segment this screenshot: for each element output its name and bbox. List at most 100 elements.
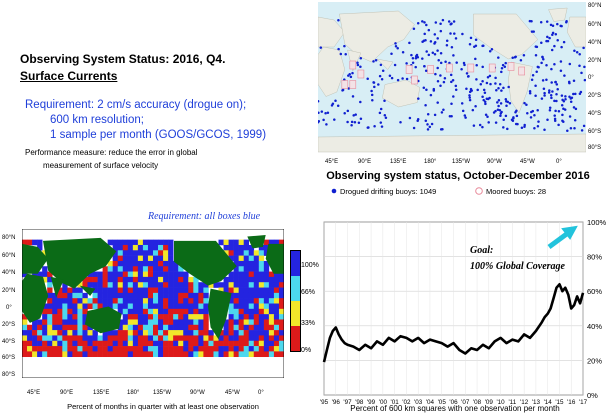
drifting-buoy (508, 102, 512, 105)
drifting-buoy (425, 23, 428, 27)
coverage-cell (72, 314, 78, 320)
drifting-buoy (434, 21, 438, 24)
coverage-cell (183, 319, 189, 326)
coverage-cell (268, 335, 275, 342)
coverage-cell (253, 260, 260, 267)
coverage-cell (203, 292, 209, 299)
coverage-cell (37, 244, 43, 251)
coverage-cell (132, 314, 139, 320)
coverage-cell (132, 298, 139, 304)
coverage-cell (42, 335, 48, 342)
coverage-cell (147, 346, 154, 352)
coverage-cell (273, 271, 280, 278)
drifting-buoy (468, 98, 472, 102)
coverage-cell (142, 319, 149, 326)
x-tick-label: '02 (402, 399, 411, 406)
coverage-cell (198, 340, 204, 347)
drifting-buoy (542, 57, 545, 61)
coverage-cell (22, 324, 28, 331)
coverage-cell (168, 340, 174, 347)
coverage-cell (243, 292, 250, 299)
drifting-buoy (474, 38, 478, 41)
chart-goal-line-1: Goal: (470, 245, 494, 256)
coverage-cell (263, 239, 270, 246)
coverage-cell (178, 324, 184, 331)
coverage-cell (258, 271, 265, 278)
coverage-cell (198, 303, 204, 310)
coverage-cell (203, 335, 209, 342)
coverage-cell (233, 335, 239, 342)
coverage-cell (142, 255, 149, 262)
coverage-cell (253, 298, 260, 304)
drifting-buoy (452, 95, 455, 98)
coverage-cell (127, 308, 134, 315)
coverage-cell (67, 324, 73, 331)
drifting-buoy (548, 106, 552, 110)
drifting-buoy (553, 119, 557, 123)
coverage-cell (223, 351, 229, 358)
coverage-cell (62, 308, 68, 315)
coverage-cell (102, 292, 108, 299)
coverage-cell (158, 319, 164, 326)
drifting-buoy (514, 55, 517, 58)
coverage-cell (62, 287, 68, 294)
coverage-cell (112, 298, 119, 304)
coverage-cell (258, 340, 265, 347)
coverage-cell (238, 271, 244, 278)
coverage-cell (142, 324, 149, 331)
buoy-lon-label: 135°W (452, 159, 471, 165)
moored-buoy (467, 63, 475, 73)
coverage-cell (102, 303, 108, 310)
legend-swatch-33 (291, 301, 300, 326)
coverage-cell (273, 346, 280, 352)
coverage-cell (87, 298, 93, 304)
land-shape (247, 235, 266, 249)
coverage-cell (173, 292, 179, 299)
coverage-cell (258, 314, 265, 320)
coverage-cell (263, 276, 270, 283)
coverage-cell (263, 282, 270, 288)
coverage-cell (168, 266, 174, 272)
drifting-buoy (465, 72, 469, 75)
drifting-buoy (381, 69, 385, 72)
drifting-buoy (440, 111, 444, 114)
coverage-cell (248, 340, 255, 347)
drifting-buoy (411, 57, 415, 60)
moored-buoy (427, 65, 434, 74)
coverage-cell (62, 298, 68, 304)
drifting-buoy (554, 109, 557, 113)
coverage-cell (117, 271, 124, 278)
coverage-cell (147, 340, 154, 347)
drifting-buoy (511, 119, 515, 123)
coverage-cell (112, 266, 119, 272)
coverage-cell (132, 266, 139, 272)
coverage-cell (112, 282, 119, 288)
coverage-cell (102, 340, 108, 347)
coverage-cell (42, 276, 48, 283)
drifting-buoy (531, 109, 535, 113)
drifting-buoy (481, 79, 484, 83)
coverage-cell (178, 335, 184, 342)
coverage-cell (258, 244, 265, 251)
coverage-cell (153, 260, 159, 267)
coverage-cell (57, 346, 63, 352)
coverage-cell (278, 292, 284, 299)
drifting-buoy (568, 81, 571, 85)
drifting-buoy (436, 37, 439, 40)
coverage-cell (248, 271, 255, 278)
x-tick-label: '97 (343, 399, 352, 406)
coverage-cell (258, 319, 265, 326)
drifting-buoy (563, 74, 566, 77)
drifting-buoy (498, 83, 502, 86)
coverage-cell (228, 314, 234, 320)
legend-swatch-0 (291, 326, 300, 351)
coverage-cell (183, 287, 189, 294)
coverage-cell (193, 287, 199, 294)
coverage-cell (248, 276, 255, 283)
coverage-cell (42, 250, 48, 256)
drifting-buoy (550, 81, 553, 84)
drifting-buoy (448, 114, 452, 118)
coverage-cell (77, 340, 83, 347)
coverage-cell (122, 239, 129, 246)
coverage-cell (52, 314, 58, 320)
